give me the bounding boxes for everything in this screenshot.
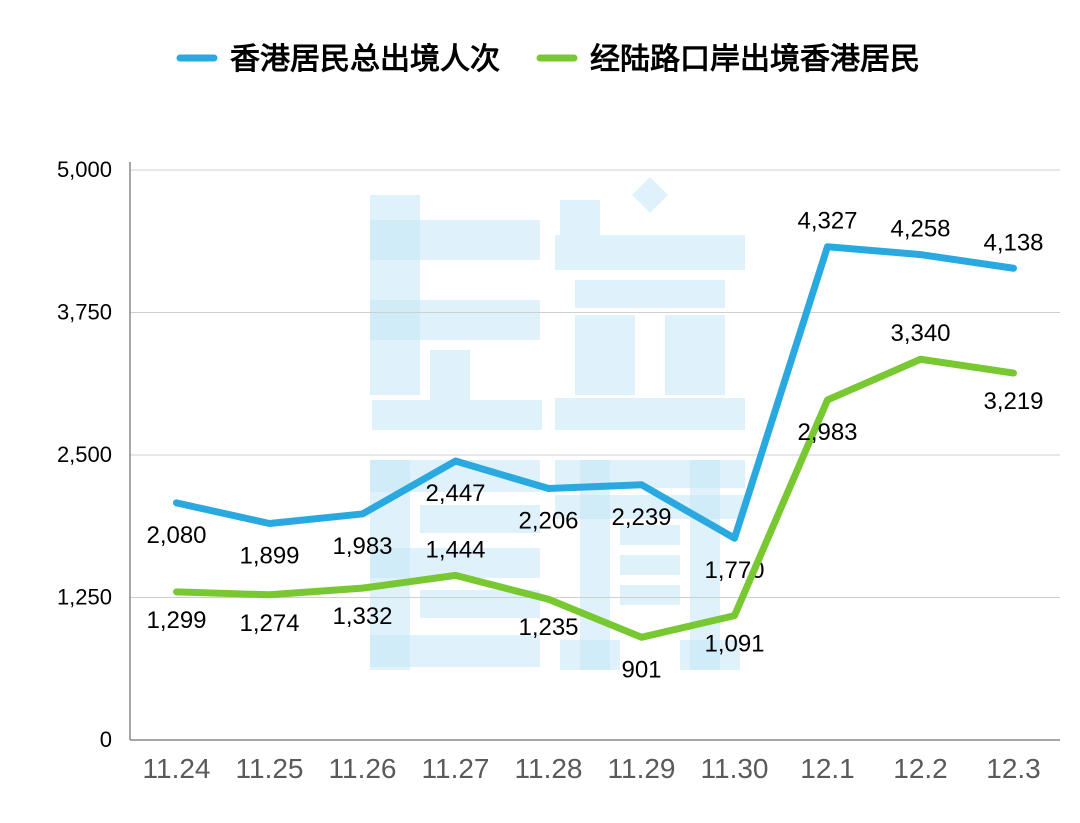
line-chart: 01,2502,5003,7505,00011.2411.2511.2611.2… <box>0 0 1080 823</box>
data-label-land: 901 <box>621 656 661 683</box>
data-label-land: 3,340 <box>890 320 950 347</box>
x-tick-label: 12.3 <box>986 753 1041 784</box>
x-tick-label: 11.26 <box>329 753 397 784</box>
y-tick-label: 2,500 <box>57 442 112 467</box>
watermark <box>370 177 745 670</box>
data-label-total: 4,327 <box>797 208 857 235</box>
data-label-land: 1,091 <box>704 631 764 658</box>
data-label-total: 1,983 <box>332 533 392 560</box>
data-label-total: 4,258 <box>890 216 950 243</box>
y-tick-label: 5,000 <box>57 157 112 182</box>
data-label-total: 4,138 <box>983 229 1043 256</box>
data-label-land: 1,332 <box>332 603 392 630</box>
data-label-land: 1,235 <box>518 614 578 641</box>
data-label-land: 3,219 <box>983 388 1043 415</box>
x-ticks: 11.24 11.25 11.26 11.27 11.28 11.29 11.30 12.1 1… <box>143 753 1041 784</box>
x-tick-label: 11.30 <box>701 753 769 784</box>
chart-svg: 01,2502,5003,7505,00011.2411.2511.2611.2… <box>0 0 1080 823</box>
data-label-total: 2,447 <box>425 480 485 507</box>
data-label-land: 2,983 <box>797 419 857 446</box>
legend-label-total: 香港居民总出境人次 <box>230 42 500 76</box>
y-tick-label: 3,750 <box>57 300 112 325</box>
y-tick-label: 0 <box>100 727 112 752</box>
x-tick-label: 11.27 <box>422 753 490 784</box>
data-label-land: 1,274 <box>239 610 299 637</box>
x-tick-label: 12.2 <box>893 753 948 784</box>
x-tick-label: 11.29 <box>608 753 676 784</box>
data-label-land: 1,444 <box>425 536 485 563</box>
data-label-land: 1,299 <box>146 607 206 634</box>
data-label-total: 2,239 <box>611 504 671 531</box>
legend: 香港居民总出境人次 经陆路口岸出境香港居民 <box>180 42 920 76</box>
data-label-total: 2,206 <box>518 508 578 535</box>
legend-label-land: 经陆路口岸出境香港居民 <box>590 42 920 76</box>
x-tick-label: 12.1 <box>800 753 855 784</box>
x-tick-label: 11.28 <box>515 753 583 784</box>
x-tick-label: 11.24 <box>143 753 211 784</box>
y-tick-label: 1,250 <box>57 585 112 610</box>
x-tick-label: 11.25 <box>236 753 304 784</box>
data-label-total: 2,080 <box>146 522 206 549</box>
data-label-total: 1,899 <box>239 543 299 570</box>
